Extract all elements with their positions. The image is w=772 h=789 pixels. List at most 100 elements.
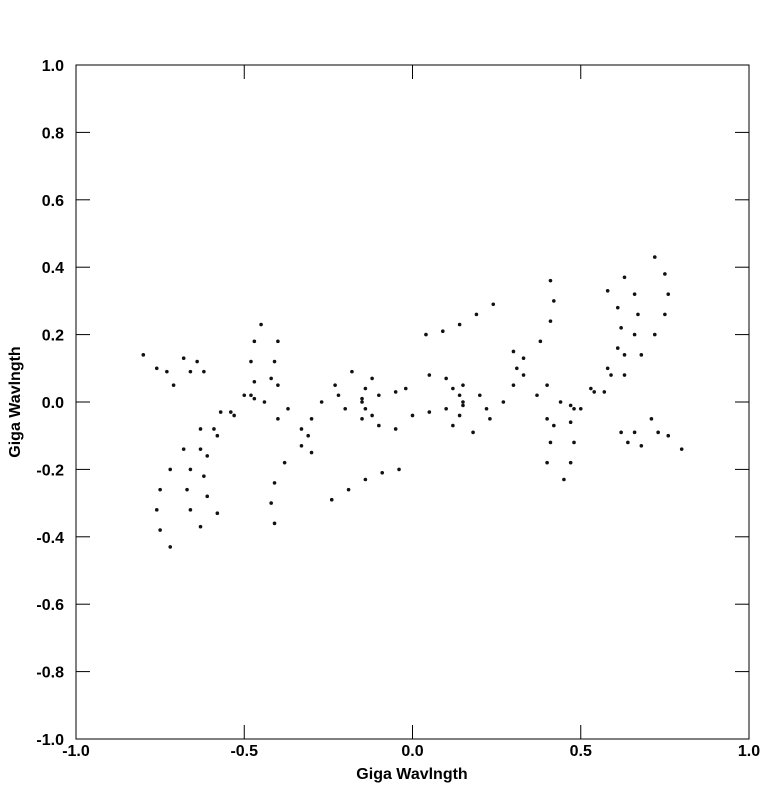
x-tick-label: 0.5: [570, 743, 592, 760]
y-tick-label: -0.6: [36, 597, 64, 614]
data-point: [511, 383, 516, 387]
data-point: [548, 440, 553, 445]
data-point: [232, 413, 236, 418]
data-point: [269, 376, 273, 381]
data-point: [198, 427, 203, 431]
data-point: [535, 393, 539, 398]
data-point: [380, 470, 385, 475]
data-point: [141, 353, 146, 357]
data-point: [632, 430, 637, 435]
data-point: [666, 433, 671, 438]
data-point: [360, 396, 364, 401]
data-point: [272, 481, 277, 485]
data-point: [427, 373, 432, 377]
data-point: [306, 433, 310, 438]
data-point: [202, 474, 206, 478]
data-point: [370, 413, 374, 418]
data-point: [461, 403, 465, 408]
data-point: [154, 366, 159, 371]
data-point: [370, 376, 374, 381]
data-point: [276, 417, 280, 421]
data-point: [558, 400, 563, 404]
data-point: [215, 511, 220, 516]
plot-frame: [75, 64, 750, 740]
data-point: [622, 275, 627, 280]
data-point: [272, 521, 277, 526]
data-point: [249, 359, 253, 364]
data-point: [286, 406, 290, 411]
data-point: [572, 406, 576, 411]
data-point: [228, 410, 233, 414]
data-point: [252, 379, 257, 384]
data-point: [615, 346, 620, 350]
data-point: [619, 326, 623, 330]
data-point: [484, 406, 489, 411]
data-point: [552, 299, 556, 303]
data-point: [636, 312, 640, 317]
data-point: [592, 390, 597, 394]
data-point: [249, 393, 253, 398]
data-point: [545, 460, 549, 465]
data-point: [188, 467, 193, 472]
data-point: [309, 417, 314, 421]
y-tick-label: 1.0: [42, 58, 64, 75]
data-point: [350, 369, 354, 374]
data-point: [622, 353, 627, 357]
data-point: [171, 383, 176, 387]
x-tick-label: -0.5: [230, 743, 258, 760]
data-point: [242, 393, 247, 398]
data-point: [168, 545, 173, 549]
x-tick-label: -1.0: [62, 743, 90, 760]
data-point: [605, 288, 610, 293]
data-point: [457, 322, 462, 327]
data-point: [363, 386, 368, 391]
data-point: [397, 467, 401, 472]
data-point: [444, 406, 448, 411]
data-point: [440, 329, 445, 334]
data-point: [410, 413, 415, 418]
data-point: [663, 272, 667, 276]
data-point: [377, 423, 381, 428]
data-point: [545, 383, 549, 387]
data-point: [262, 400, 267, 404]
data-point: [515, 366, 519, 371]
data-point: [568, 403, 573, 408]
data-point: [548, 278, 553, 283]
data-point: [393, 390, 398, 394]
data-point: [202, 369, 206, 374]
data-point: [568, 420, 573, 425]
data-point: [343, 406, 348, 411]
data-point: [649, 417, 654, 421]
data-point: [548, 319, 553, 323]
data-point: [572, 440, 576, 445]
data-point: [212, 427, 216, 431]
data-point: [181, 447, 186, 451]
data-point: [259, 322, 263, 327]
data-point: [652, 255, 657, 259]
data-point: [663, 312, 667, 317]
data-point: [198, 524, 203, 529]
data-point: [363, 477, 368, 482]
data-point: [188, 508, 193, 512]
data-point: [218, 410, 223, 414]
data-point: [511, 349, 516, 354]
data-point: [538, 339, 543, 344]
data-point: [619, 430, 623, 435]
y-tick-label: -0.2: [36, 462, 64, 479]
data-point: [205, 494, 210, 499]
data-point: [491, 302, 496, 307]
data-point: [639, 444, 644, 448]
data-point: [474, 312, 479, 317]
data-point: [639, 353, 644, 357]
data-point: [346, 487, 351, 492]
data-point: [488, 417, 492, 421]
data-point: [461, 383, 465, 387]
data-point: [158, 528, 162, 532]
y-tick-label: 0.8: [42, 125, 64, 142]
y-tick-label: 0.2: [42, 328, 64, 345]
data-point: [158, 487, 162, 492]
data-point: [521, 356, 526, 360]
data-point: [451, 386, 455, 391]
data-point: [615, 305, 620, 310]
data-point: [666, 292, 671, 296]
